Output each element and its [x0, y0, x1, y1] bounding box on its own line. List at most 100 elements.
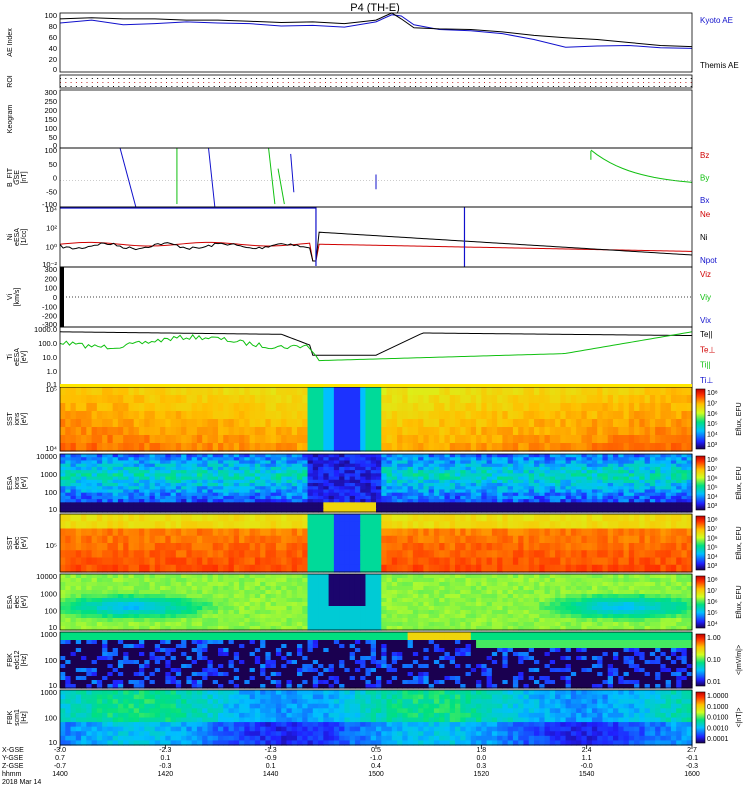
sst_e-ylabel: SST — [7, 535, 14, 549]
fbk_e-ytick: 100 — [44, 656, 57, 665]
ni-ne-series — [59, 241, 693, 262]
x-tick-label: 1520 — [474, 771, 490, 778]
x-tick-label: -2.3 — [159, 747, 171, 754]
fbk_e-ylabel: edc12 — [14, 650, 21, 669]
fbk_b-colorbar-label: <|nT|> — [736, 708, 743, 728]
footer-row-label: 2018 Mar 14 — [2, 779, 41, 786]
bfit-spike-2 — [208, 147, 216, 208]
sst_i-ylabel: ions — [14, 412, 21, 425]
sst_e-ylabel: elec — [14, 536, 21, 549]
fbk_b-ylabel: scm1 — [14, 709, 21, 726]
sst_i-colorbar-tick: 10⁴ — [707, 432, 718, 439]
x-tick-label: 1440 — [263, 771, 279, 778]
bfit-ytick: 100 — [44, 146, 57, 155]
sst-i-top-strip — [60, 384, 692, 387]
esa_i-ylabel: [eV] — [21, 477, 28, 490]
x-tick-label: 1.1 — [582, 755, 592, 762]
x-tick-label: 0.7 — [55, 755, 65, 762]
fbk_b-colorbar-tick: 1.0000 — [707, 693, 729, 700]
esa_e-colorbar-label: Eflux, EFU — [736, 585, 743, 618]
fbk_b-colorbar-tick: 0.1000 — [707, 704, 729, 711]
esa_e-ylabel: elec — [14, 595, 21, 608]
sst_i-colorbar-tick: 10⁵ — [707, 421, 718, 428]
sst_e-colorbar — [695, 515, 706, 571]
fbk_b-ylabel: [Hz] — [21, 711, 28, 724]
ti-ylabel: Ti — [7, 354, 14, 360]
keogram-ylabel: Keogram — [7, 105, 14, 134]
fbk_e-colorbar — [695, 633, 706, 687]
ni-legend-0: Ne — [700, 210, 711, 219]
esa_e-colorbar-tick: 10⁶ — [707, 599, 718, 606]
ae-ytick: 20 — [49, 55, 57, 64]
x-tick-label: 1540 — [579, 771, 595, 778]
esa_i-ylabel: ions — [14, 476, 21, 489]
roi-ylabel: ROI — [7, 75, 14, 88]
esa_i-ytick: 100 — [44, 488, 57, 497]
bfit-ylabel: [nT] — [21, 171, 28, 183]
x-tick-label: 1400 — [52, 771, 68, 778]
ae-ytick: 100 — [44, 11, 57, 20]
ti-ytick: 10.0 — [42, 353, 57, 362]
ti-ylabel: eESA — [14, 348, 21, 366]
esa_e-ytick: 100 — [44, 607, 57, 616]
esa_e-ylabel: [eV] — [21, 596, 28, 609]
ti-ytick: 1000.0 — [34, 325, 57, 334]
x-tick-label: 1600 — [684, 771, 700, 778]
ni-ylabel: [1/cc] — [21, 229, 28, 246]
esa_i-colorbar-label: Eflux, EFU — [736, 466, 743, 499]
sst_e-colorbar-tick: 10⁶ — [707, 535, 718, 542]
ni-ytick: 10⁴ — [45, 205, 57, 214]
esa_e-colorbar-tick: 10⁷ — [707, 588, 718, 595]
ni-legend-1: Ni — [700, 233, 708, 242]
ni-ytick: 10² — [46, 224, 57, 233]
sst_e-colorbar-tick: 10⁸ — [707, 517, 718, 524]
esa_i-colorbar-tick: 10⁷ — [707, 466, 718, 473]
esa_i-colorbar-tick: 10⁴ — [707, 494, 718, 501]
esa_e-ytick: 1000 — [40, 589, 57, 598]
esa_i-frame — [59, 453, 693, 513]
ae-frame — [59, 12, 693, 73]
esa_i-ylabel: ESA — [7, 476, 14, 490]
esa_e-colorbar — [695, 575, 706, 629]
ni-ylabel: eESA — [14, 228, 21, 246]
ti-legend-0: Te|| — [700, 330, 713, 339]
x-tick-label: 2.4 — [582, 747, 592, 754]
ni-ytick: 10⁰ — [46, 242, 57, 251]
vi-ytick: 0 — [53, 293, 57, 302]
ae-ytick: 60 — [49, 33, 57, 42]
bfit-ytick: 50 — [49, 160, 57, 169]
bfit-legend-1: By — [700, 174, 709, 183]
fbk_b-ytick: 1000 — [40, 688, 57, 697]
esa_i-spectrogram — [60, 454, 693, 513]
sst_e-colorbar-tick: 10³ — [707, 563, 718, 570]
ae-legend-1: Themis AE — [700, 61, 739, 70]
fbk_b-ylabel: FBK — [7, 710, 14, 724]
footer-row-label: Y-GSE — [2, 755, 23, 762]
ae-ytick: 0 — [53, 65, 57, 74]
x-tick-label: -0.3 — [159, 763, 171, 770]
fbk_b-ytick: 100 — [44, 714, 57, 723]
x-tick-label: 1500 — [368, 771, 384, 778]
ae-ytick: 40 — [49, 44, 57, 53]
bfit-ytick: -100 — [42, 200, 57, 209]
ti-ytick: 0.1 — [47, 380, 57, 389]
sst_e-colorbar-tick: 10⁵ — [707, 545, 718, 552]
sst_e-colorbar-tick: 10⁴ — [707, 554, 718, 561]
ni-ytick: 10⁻² — [42, 260, 57, 269]
vi-ytick: -300 — [42, 320, 57, 329]
vi-ylabel: [km/s] — [14, 288, 21, 307]
fbk_b-colorbar-tick: 0.0010 — [707, 725, 729, 732]
x-tick-label: -0.0 — [581, 763, 593, 770]
x-tick-label: -0.9 — [265, 755, 277, 762]
ti-ytick: 1.0 — [47, 367, 57, 376]
sst_i-ylabel: SST — [7, 411, 14, 425]
ti-legend-3: Ti⊥ — [700, 376, 713, 385]
sst_e-colorbar-tick: 10⁷ — [707, 526, 718, 533]
x-tick-label: 0.0 — [476, 755, 486, 762]
vi-ytick: 300 — [44, 265, 57, 274]
bfit-ylabel: GSE — [14, 170, 21, 185]
bfit-by-curve — [590, 149, 693, 183]
sst_i-colorbar-label: Eflux, EFU — [736, 402, 743, 435]
ae-ytick: 80 — [49, 22, 57, 31]
